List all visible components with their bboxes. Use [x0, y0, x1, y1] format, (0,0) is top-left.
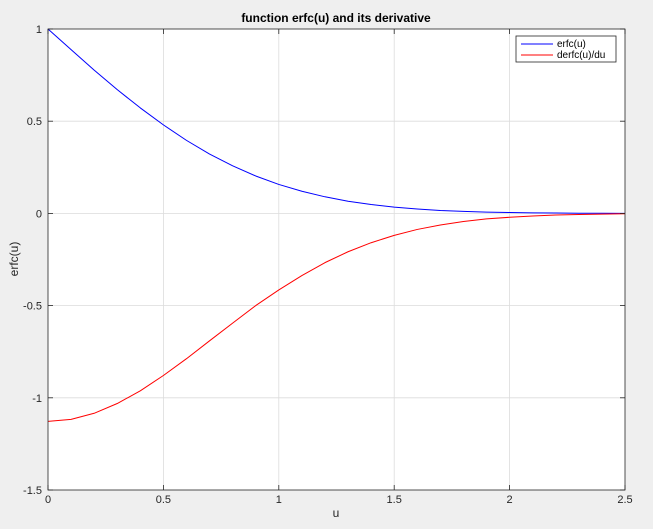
series-line-derivative [47, 213, 626, 422]
legend: erfc(u) derfc(u)/du [515, 35, 617, 63]
grid-lines [48, 29, 625, 490]
y-tick-label: 0.5 [27, 116, 42, 128]
x-axis-label: u [333, 506, 340, 520]
chart-title: function erfc(u) and its derivative [241, 11, 431, 25]
y-axis-label: erfc(u) [7, 242, 21, 277]
x-tick-label: 0 [45, 494, 51, 506]
y-tick-label: -0.5 [23, 301, 42, 313]
x-tick-label: 2 [507, 494, 513, 506]
plot-frame [47, 28, 626, 491]
plot-area [48, 29, 625, 490]
series-layer [47, 28, 626, 422]
x-tick-label: 1 [276, 494, 282, 506]
x-tick-label: 0.5 [156, 494, 171, 506]
legend-label-erfc: erfc(u) [557, 39, 586, 50]
y-tick-label: 0 [36, 208, 42, 220]
y-tick-label: -1.5 [23, 485, 42, 497]
y-tick-label: -1 [32, 393, 42, 405]
axis-ticks: 0 0.5 1 1.5 2 2.5 -1.5 -1 -0.5 0 0.5 1 [23, 24, 633, 506]
series-line-erfc [47, 28, 626, 214]
legend-label-derivative: derfc(u)/du [557, 50, 605, 61]
x-tick-label: 2.5 [617, 494, 632, 506]
x-tick-label: 1.5 [387, 494, 402, 506]
y-tick-label: 1 [36, 24, 42, 36]
legend-box [515, 35, 617, 63]
